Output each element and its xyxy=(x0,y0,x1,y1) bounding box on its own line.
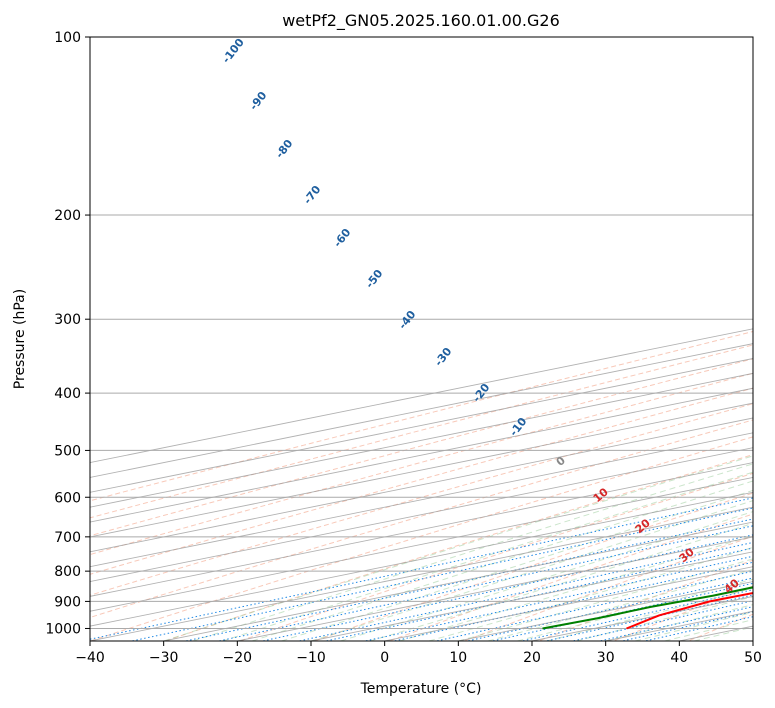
y-tick-label: 700 xyxy=(54,530,81,546)
moist-adiabat xyxy=(517,578,753,641)
mixing-ratio-line xyxy=(129,507,753,641)
x-tick-label: −40 xyxy=(75,650,105,666)
isotherm xyxy=(90,476,753,612)
x-axis-label: Temperature (°C) xyxy=(360,681,482,697)
moist-adiabat xyxy=(251,480,753,641)
chart-title: wetPf2_GN05.2025.160.01.00.G26 xyxy=(282,11,560,31)
y-tick-label: 900 xyxy=(54,594,81,610)
y-tick-label: 800 xyxy=(54,564,81,580)
moist-adiabat xyxy=(369,522,753,641)
x-tick-label: 0 xyxy=(380,650,389,666)
x-tick-label: −20 xyxy=(223,650,253,666)
mixing-ratio-line xyxy=(90,497,753,640)
isotherm xyxy=(90,447,753,582)
isotherm xyxy=(90,462,753,597)
moist-adiabat xyxy=(281,489,753,641)
x-axis: −40 −30 −20 −10 0 10 20 30 40 50 xyxy=(75,641,762,666)
dry-adiabat xyxy=(90,387,753,575)
moist-adiabat xyxy=(222,471,753,641)
moist-adiabat xyxy=(458,558,753,641)
x-tick-label: −10 xyxy=(296,650,326,666)
mixing-ratio-line xyxy=(543,594,753,641)
isotherm xyxy=(237,536,753,641)
x-tick-label: 20 xyxy=(523,650,541,666)
isotherm xyxy=(90,491,753,627)
moist-adiabat xyxy=(428,546,753,641)
isotherm xyxy=(90,328,753,464)
x-tick-label: 50 xyxy=(744,650,762,666)
mixing-ratio-line xyxy=(597,606,753,641)
plot-frame xyxy=(89,36,754,642)
y-tick-label: 500 xyxy=(54,443,81,459)
y-axis: 1000 900 800 700 600 500 400 300 200 100 xyxy=(45,30,90,638)
y-tick-label: 300 xyxy=(54,312,81,328)
mixing-ratio-line xyxy=(570,600,753,641)
mixing-ratio-line xyxy=(216,525,753,641)
mixing-ratio-line xyxy=(183,518,753,641)
isotherm xyxy=(90,432,753,568)
mixing-ratio-line xyxy=(519,589,753,641)
y-tick-label: 400 xyxy=(54,386,81,402)
dry-adiabat xyxy=(90,344,753,519)
isotherm xyxy=(90,506,753,641)
y-tick-label: 600 xyxy=(54,490,81,506)
y-tick-label: 1000 xyxy=(45,622,81,638)
moist-adiabat xyxy=(340,511,753,641)
x-tick-label: 30 xyxy=(597,650,615,666)
moist-adiabat xyxy=(192,463,753,641)
x-tick-label: 10 xyxy=(449,650,467,666)
dry-adiabat xyxy=(90,372,753,556)
x-tick-label: 40 xyxy=(670,650,688,666)
y-axis-label: Pressure (hPa) xyxy=(12,289,28,389)
y-tick-label: 200 xyxy=(54,208,81,224)
isotherm xyxy=(163,521,753,641)
mixing-ratio-line xyxy=(620,611,753,641)
x-tick-label: −30 xyxy=(149,650,179,666)
moist-adiabat xyxy=(163,455,753,641)
mixing-ratio-line xyxy=(362,555,753,641)
grid xyxy=(90,37,753,641)
y-tick-label: 100 xyxy=(54,30,81,46)
isotherm xyxy=(90,417,753,553)
